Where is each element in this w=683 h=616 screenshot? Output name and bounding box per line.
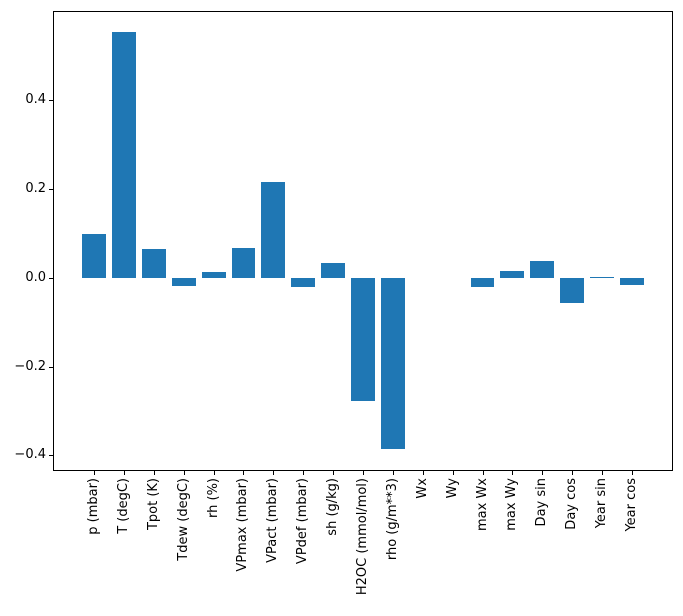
x-tick-mark	[303, 471, 305, 475]
y-tick-label: −0.2	[14, 358, 46, 374]
x-tick-mark	[333, 471, 335, 475]
bar-tpot-k	[141, 248, 166, 278]
bar-year-sin	[590, 276, 615, 278]
x-tick-mark	[602, 471, 604, 475]
y-tick-mark	[49, 100, 53, 102]
x-tick-mark	[153, 471, 155, 475]
bar-max-wx	[470, 277, 495, 288]
x-tick-mark	[572, 471, 574, 475]
x-tick-label-vpdef-mbar: VPdef (mbar)	[295, 478, 311, 565]
x-tick-label-year-cos: Year cos	[623, 478, 639, 532]
bar-vpmax-mbar	[231, 247, 256, 278]
x-tick-label-wy: Wy	[444, 478, 460, 499]
x-tick-mark	[123, 471, 125, 475]
x-tick-label-p-mbar: p (mbar)	[86, 478, 102, 535]
x-tick-label-day-sin: Day sin	[534, 478, 550, 527]
x-tick-label-t-degc: T (degC)	[115, 478, 131, 534]
x-tick-mark	[243, 471, 245, 475]
y-tick-mark	[49, 277, 53, 279]
y-tick-mark	[49, 366, 53, 368]
bar-year-cos	[620, 277, 644, 285]
x-tick-mark	[213, 471, 215, 475]
x-tick-label-h2oc-mmol-mol: H2OC (mmol/mol)	[355, 478, 370, 596]
x-tick-label-rho-g-m-3: rho (g/m**3)	[384, 478, 400, 561]
x-tick-label-tpot-k: Tpot (K)	[145, 478, 161, 531]
x-tick-mark	[273, 471, 275, 475]
x-tick-mark	[452, 471, 454, 475]
bar-p-mbar	[82, 233, 106, 278]
bar-sh-g-kg	[321, 262, 346, 278]
bar-rho-g-m-3	[380, 277, 405, 450]
bar-h2oc-mmol-mol	[351, 277, 375, 402]
x-tick-mark	[183, 471, 185, 475]
bar-vpact-mbar	[261, 181, 286, 278]
bar-tdew-degc	[171, 277, 196, 286]
plot-area	[53, 11, 673, 471]
y-tick-label: 0.2	[25, 181, 46, 197]
y-tick-mark	[49, 455, 53, 457]
bar-vpdef-mbar	[291, 277, 316, 288]
bar-day-cos	[560, 277, 585, 304]
x-tick-mark	[422, 471, 424, 475]
x-tick-label-vpmax-mbar: VPmax (mbar)	[235, 478, 251, 572]
x-tick-label-sh-g-kg: sh (g/kg)	[325, 478, 341, 536]
bar-t-degc	[111, 32, 136, 278]
bar-rh	[201, 272, 226, 278]
x-tick-label-wx: Wx	[414, 478, 430, 499]
x-tick-mark	[512, 471, 514, 475]
x-tick-label-day-cos: Day cos	[564, 478, 580, 530]
x-tick-mark	[363, 471, 364, 475]
x-tick-label-vpact-mbar: VPact (mbar)	[265, 478, 281, 563]
x-tick-mark	[482, 471, 484, 475]
bars-container	[54, 12, 672, 470]
bar-max-wy	[500, 270, 525, 278]
y-tick-mark	[49, 189, 53, 191]
y-tick-label: −0.4	[14, 447, 46, 463]
y-tick-label: 0.4	[25, 92, 46, 108]
x-tick-mark	[94, 471, 96, 475]
x-tick-label-max-wx: max Wx	[474, 478, 490, 532]
bar-day-sin	[530, 261, 555, 278]
x-tick-mark	[631, 471, 633, 475]
x-tick-label-max-wy: max Wy	[504, 478, 520, 531]
x-tick-mark	[542, 471, 544, 475]
x-tick-label-year-sin: Year sin	[594, 478, 610, 529]
x-tick-mark	[392, 471, 394, 475]
y-tick-label: 0.0	[25, 269, 46, 285]
x-tick-label-tdew-degc: Tdew (degC)	[175, 478, 191, 561]
x-tick-label-rh: rh (%)	[205, 478, 221, 518]
